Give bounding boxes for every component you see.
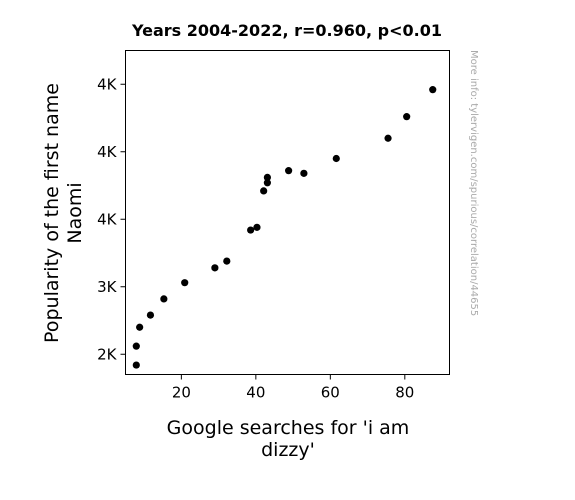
data-point bbox=[211, 264, 219, 272]
data-point bbox=[300, 169, 308, 177]
data-point bbox=[285, 167, 293, 175]
data-point bbox=[253, 223, 261, 231]
y-axis-label: Popularity of the first name Naomi bbox=[41, 83, 86, 343]
data-point bbox=[223, 257, 231, 265]
data-point bbox=[332, 154, 340, 163]
y-tick-label: 3K bbox=[97, 278, 118, 296]
data-point bbox=[181, 279, 189, 287]
x-tick-label: 80 bbox=[395, 384, 414, 402]
plot-frame bbox=[125, 50, 450, 375]
data-point bbox=[263, 173, 271, 181]
axis-ticks: 20 40 60 80 2K 3K 4K 4K 4K bbox=[97, 75, 414, 401]
y-tick-label: 4K bbox=[97, 143, 118, 161]
x-axis-label: Google searches for 'i am dizzy' bbox=[167, 417, 410, 461]
y-axis-label-line-1: Popularity of the first name bbox=[41, 83, 63, 343]
data-point bbox=[132, 361, 140, 369]
watermark: More info: tylervigen.com/spurious/corre… bbox=[468, 50, 479, 316]
x-tick-label: 20 bbox=[172, 384, 191, 402]
data-points bbox=[132, 86, 437, 369]
x-tick-label: 40 bbox=[246, 384, 265, 402]
y-axis-label-line-2: Naomi bbox=[64, 182, 86, 243]
x-axis-label-line-2: dizzy' bbox=[261, 439, 315, 461]
data-point bbox=[136, 323, 144, 331]
chart-title: Years 2004-2022, r=0.960, p<0.01 bbox=[131, 21, 442, 40]
y-tick-label: 4K bbox=[97, 210, 118, 228]
x-axis-label-line-1: Google searches for 'i am bbox=[167, 417, 410, 439]
data-point bbox=[384, 134, 392, 142]
data-point bbox=[160, 295, 168, 303]
data-point bbox=[146, 311, 155, 319]
data-point bbox=[132, 342, 140, 350]
data-point bbox=[260, 187, 268, 195]
data-point bbox=[263, 179, 271, 187]
x-tick-label: 60 bbox=[321, 384, 340, 402]
y-tick-label: 2K bbox=[97, 345, 118, 363]
y-tick-label: 4K bbox=[97, 75, 118, 93]
data-point bbox=[429, 86, 437, 94]
data-point bbox=[403, 113, 411, 121]
data-point bbox=[247, 226, 255, 234]
